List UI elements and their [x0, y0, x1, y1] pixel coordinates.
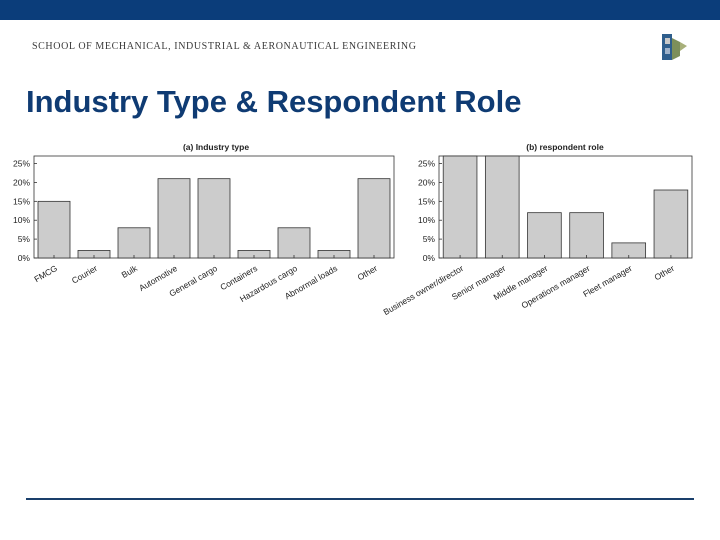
y-tick-label: 25% — [418, 159, 435, 169]
bar — [484, 155, 520, 259]
y-tick-label: 15% — [418, 196, 435, 206]
x-tick-label: FMCG — [32, 263, 59, 284]
y-tick-label: 15% — [13, 196, 30, 206]
y-tick-label: 0% — [18, 253, 31, 263]
x-tick-label: Business owner/director — [382, 263, 466, 317]
y-tick-label: 10% — [13, 215, 30, 225]
y-tick-label: 5% — [423, 234, 436, 244]
footer-divider — [26, 498, 694, 500]
plot-area-frame — [438, 155, 693, 259]
x-tick-label: Bulk — [120, 263, 140, 280]
y-tick-label: 0% — [423, 253, 436, 263]
chart-title: (b) respondent role — [526, 142, 604, 152]
slide-title: Industry Type & Respondent Role — [26, 84, 522, 119]
bar — [653, 189, 689, 259]
top-header-bar — [0, 0, 720, 20]
bar — [37, 200, 71, 259]
x-tick-label: Other — [356, 263, 380, 282]
bar — [157, 178, 191, 259]
x-tick-label: Courier — [70, 263, 99, 286]
y-tick-label: 10% — [418, 215, 435, 225]
bar — [197, 178, 231, 259]
school-name: SCHOOL OF MECHANICAL, INDUSTRIAL & AERON… — [32, 41, 417, 52]
university-logo-icon — [662, 34, 687, 60]
x-tick-label: Other — [653, 263, 677, 282]
bar — [357, 178, 391, 259]
bar — [277, 227, 311, 259]
bar — [442, 155, 478, 259]
charts-panel: (a) Industry type 0% 5% 10% 15% 20% 25% FMCG Cou… — [13, 142, 693, 317]
bar — [117, 227, 151, 259]
y-tick-label: 20% — [418, 177, 435, 187]
chart-respondent-role: (b) respondent role 0% 5% 10% 15% 20% 25% Busin… — [382, 142, 693, 317]
chart-industry-type: (a) Industry type 0% 5% 10% 15% 20% 25% FMCG Cou… — [13, 142, 395, 304]
y-tick-label: 5% — [18, 234, 31, 244]
chart-title: (a) Industry type — [183, 142, 249, 152]
bar — [527, 212, 562, 259]
y-tick-label: 20% — [13, 177, 30, 187]
y-tick-label: 25% — [13, 159, 30, 169]
bar — [569, 212, 604, 259]
